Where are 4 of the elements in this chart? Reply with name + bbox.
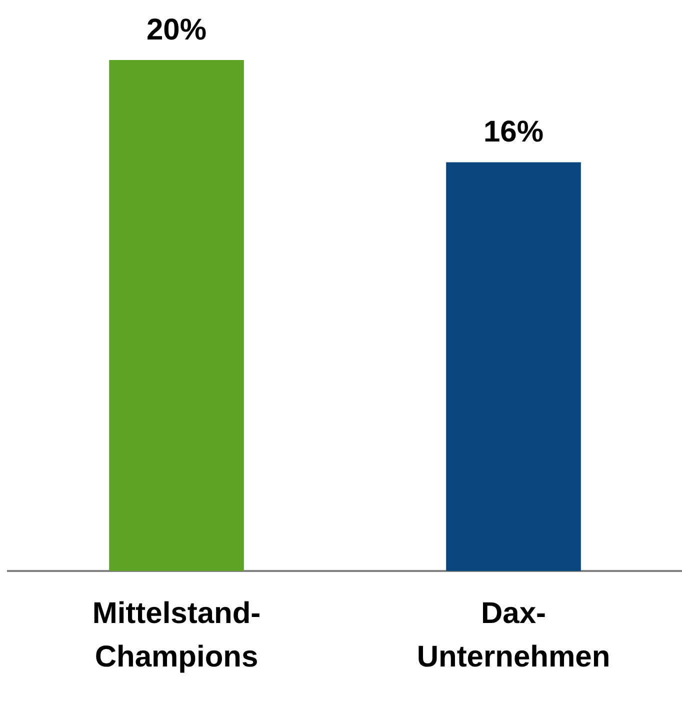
- data-label: 16%: [483, 115, 544, 148]
- data-label: 20%: [146, 13, 207, 46]
- x-tick-label: Mittelstand-Champions: [92, 597, 261, 674]
- x-tick-label: Dax-Unternehmen: [416, 597, 610, 674]
